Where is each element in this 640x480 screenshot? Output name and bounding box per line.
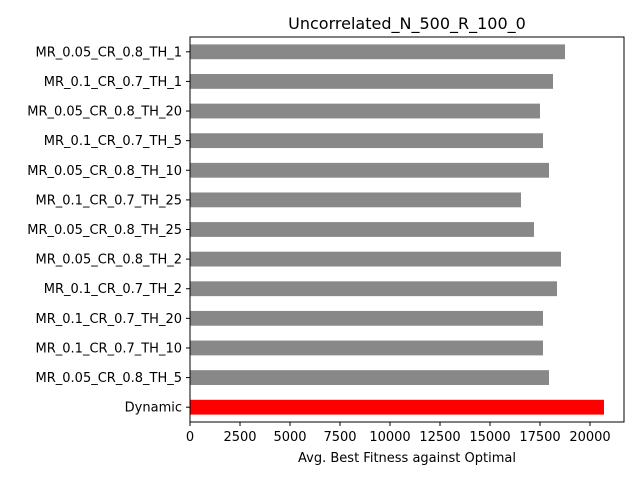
bar-mr-0-1-cr-0-7-th-1 xyxy=(190,74,553,89)
bar-dynamic xyxy=(190,399,604,415)
x-tick-label: 2500 xyxy=(223,430,256,445)
y-tick-label-mr-0-05-cr-0-8-th-25: MR_0.05_CR_0.8_TH_25 xyxy=(27,223,182,238)
bar-mr-0-1-cr-0-7-th-25 xyxy=(190,192,521,208)
x-tick-label: 10000 xyxy=(369,430,410,445)
bar-mr-0-1-cr-0-7-th-5 xyxy=(190,133,543,149)
bar-mr-0-05-cr-0-8-th-5 xyxy=(190,370,549,385)
bar-mr-0-05-cr-0-8-th-1 xyxy=(190,44,565,60)
x-tick-label: 5000 xyxy=(273,430,306,445)
y-tick-label-mr-0-05-cr-0-8-th-20: MR_0.05_CR_0.8_TH_20 xyxy=(27,105,182,120)
x-tick-label: 7500 xyxy=(323,430,356,445)
bar-mr-0-05-cr-0-8-th-10 xyxy=(190,162,549,178)
bar-mr-0-05-cr-0-8-th-2 xyxy=(190,251,561,267)
y-tick-label-mr-0-1-cr-0-7-th-5: MR_0.1_CR_0.7_TH_5 xyxy=(44,134,182,149)
y-tick-label-mr-0-1-cr-0-7-th-10: MR_0.1_CR_0.7_TH_10 xyxy=(36,341,182,356)
x-tick-label: 15000 xyxy=(469,430,510,445)
x-axis-ticks: 0 2500 5000 7500 10000 12500 15000 17500 20000 xyxy=(186,422,611,445)
y-tick-label-mr-0-05-cr-0-8-th-1: MR_0.05_CR_0.8_TH_1 xyxy=(36,45,182,60)
y-tick-label-mr-0-1-cr-0-7-th-25: MR_0.1_CR_0.7_TH_25 xyxy=(36,193,182,208)
bar-mr-0-1-cr-0-7-th-10 xyxy=(190,340,543,356)
y-tick-label-mr-0-1-cr-0-7-th-1: MR_0.1_CR_0.7_TH_1 xyxy=(44,75,182,90)
y-tick-label-mr-0-1-cr-0-7-th-20: MR_0.1_CR_0.7_TH_20 xyxy=(36,312,182,327)
bars-group xyxy=(190,44,604,415)
y-axis-ticks: MR_0.05_CR_0.8_TH_1 MR_0.1_CR_0.7_TH_1 MR_… xyxy=(27,45,190,416)
x-axis-label: Avg. Best Fitness against Optimal xyxy=(298,451,516,466)
x-tick-label: 17500 xyxy=(519,430,560,445)
y-tick-label-mr-0-1-cr-0-7-th-2: MR_0.1_CR_0.7_TH_2 xyxy=(44,282,182,297)
x-tick-label: 12500 xyxy=(419,430,460,445)
bar-mr-0-05-cr-0-8-th-20 xyxy=(190,103,540,119)
y-tick-label-mr-0-05-cr-0-8-th-2: MR_0.05_CR_0.8_TH_2 xyxy=(36,253,182,268)
x-tick-label: 0 xyxy=(186,430,194,445)
x-tick-label: 20000 xyxy=(569,430,610,445)
y-tick-label-mr-0-05-cr-0-8-th-10: MR_0.05_CR_0.8_TH_10 xyxy=(27,164,182,179)
chart-title: Uncorrelated_N_500_R_100_0 xyxy=(288,14,526,34)
y-tick-label-dynamic: Dynamic xyxy=(125,401,182,416)
y-tick-label-mr-0-05-cr-0-8-th-5: MR_0.05_CR_0.8_TH_5 xyxy=(36,371,182,386)
bar-mr-0-05-cr-0-8-th-25 xyxy=(190,222,534,237)
bar-mr-0-1-cr-0-7-th-20 xyxy=(190,310,543,326)
bar-mr-0-1-cr-0-7-th-2 xyxy=(190,281,557,297)
plot-frame xyxy=(189,36,625,423)
